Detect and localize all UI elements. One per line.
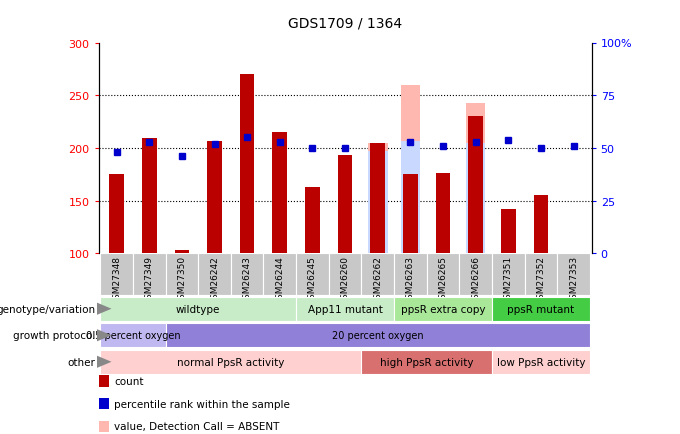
Bar xyxy=(100,297,296,321)
Text: count: count xyxy=(114,376,143,386)
Polygon shape xyxy=(97,329,112,342)
Text: GSM26244: GSM26244 xyxy=(275,256,284,304)
Text: normal PpsR activity: normal PpsR activity xyxy=(177,357,284,367)
Bar xyxy=(165,323,590,348)
Bar xyxy=(273,133,287,254)
Bar xyxy=(492,297,590,321)
Bar xyxy=(362,350,492,374)
Bar xyxy=(558,254,590,295)
Bar xyxy=(436,174,450,254)
Text: GSM27349: GSM27349 xyxy=(145,256,154,304)
Bar xyxy=(501,210,515,254)
Text: growth protocol: growth protocol xyxy=(13,331,95,340)
Text: high PpsR activity: high PpsR activity xyxy=(380,357,473,367)
Text: GDS1709 / 1364: GDS1709 / 1364 xyxy=(288,16,402,30)
Polygon shape xyxy=(97,303,112,315)
Text: value, Detection Call = ABSENT: value, Detection Call = ABSENT xyxy=(114,421,279,431)
Bar xyxy=(231,254,263,295)
Text: 0.5 percent oxygen: 0.5 percent oxygen xyxy=(86,331,180,340)
Bar xyxy=(466,103,486,254)
Bar xyxy=(368,143,388,254)
Text: GSM26243: GSM26243 xyxy=(243,256,252,304)
Bar xyxy=(109,175,124,254)
Bar xyxy=(207,141,222,254)
Bar xyxy=(362,254,394,295)
Bar xyxy=(394,297,492,321)
Bar xyxy=(328,254,362,295)
Bar xyxy=(240,75,254,254)
Bar xyxy=(371,143,385,254)
Text: other: other xyxy=(67,357,95,367)
Bar xyxy=(492,254,525,295)
Text: percentile rank within the sample: percentile rank within the sample xyxy=(114,399,290,408)
Text: GSM27350: GSM27350 xyxy=(177,256,186,305)
Bar xyxy=(100,254,133,295)
Text: GSM27353: GSM27353 xyxy=(569,256,578,305)
Bar xyxy=(305,187,320,254)
Text: GSM27351: GSM27351 xyxy=(504,256,513,305)
Text: GSM26265: GSM26265 xyxy=(439,256,447,304)
Bar xyxy=(401,141,420,254)
Text: wildtype: wildtype xyxy=(176,304,220,314)
Text: GSM27352: GSM27352 xyxy=(537,256,545,304)
Text: GSM26260: GSM26260 xyxy=(341,256,350,304)
Text: ppsR extra copy: ppsR extra copy xyxy=(401,304,486,314)
Bar xyxy=(401,85,420,254)
Bar xyxy=(175,251,189,254)
Text: GSM26262: GSM26262 xyxy=(373,256,382,304)
Text: GSM26266: GSM26266 xyxy=(471,256,480,304)
Bar xyxy=(534,196,548,254)
Text: App11 mutant: App11 mutant xyxy=(307,304,383,314)
Bar xyxy=(263,254,296,295)
Bar xyxy=(338,156,352,254)
Text: GSM27348: GSM27348 xyxy=(112,256,121,304)
Bar xyxy=(133,254,165,295)
Text: 20 percent oxygen: 20 percent oxygen xyxy=(332,331,424,340)
Text: genotype/variation: genotype/variation xyxy=(0,304,95,314)
Bar xyxy=(394,254,427,295)
Bar xyxy=(296,254,328,295)
Bar xyxy=(165,254,198,295)
Bar xyxy=(492,350,590,374)
Bar xyxy=(296,297,394,321)
Bar xyxy=(460,254,492,295)
Text: GSM26242: GSM26242 xyxy=(210,256,219,304)
Bar xyxy=(525,254,558,295)
Bar xyxy=(100,323,165,348)
Bar xyxy=(469,117,483,254)
Bar xyxy=(368,152,388,254)
Text: GSM26245: GSM26245 xyxy=(308,256,317,304)
Text: ppsR mutant: ppsR mutant xyxy=(507,304,575,314)
Polygon shape xyxy=(97,356,112,368)
Bar xyxy=(100,350,362,374)
Bar xyxy=(403,175,418,254)
Bar xyxy=(466,143,486,254)
Bar xyxy=(427,254,460,295)
Bar xyxy=(142,139,156,254)
Text: GSM26263: GSM26263 xyxy=(406,256,415,304)
Bar xyxy=(198,254,231,295)
Text: low PpsR activity: low PpsR activity xyxy=(497,357,585,367)
